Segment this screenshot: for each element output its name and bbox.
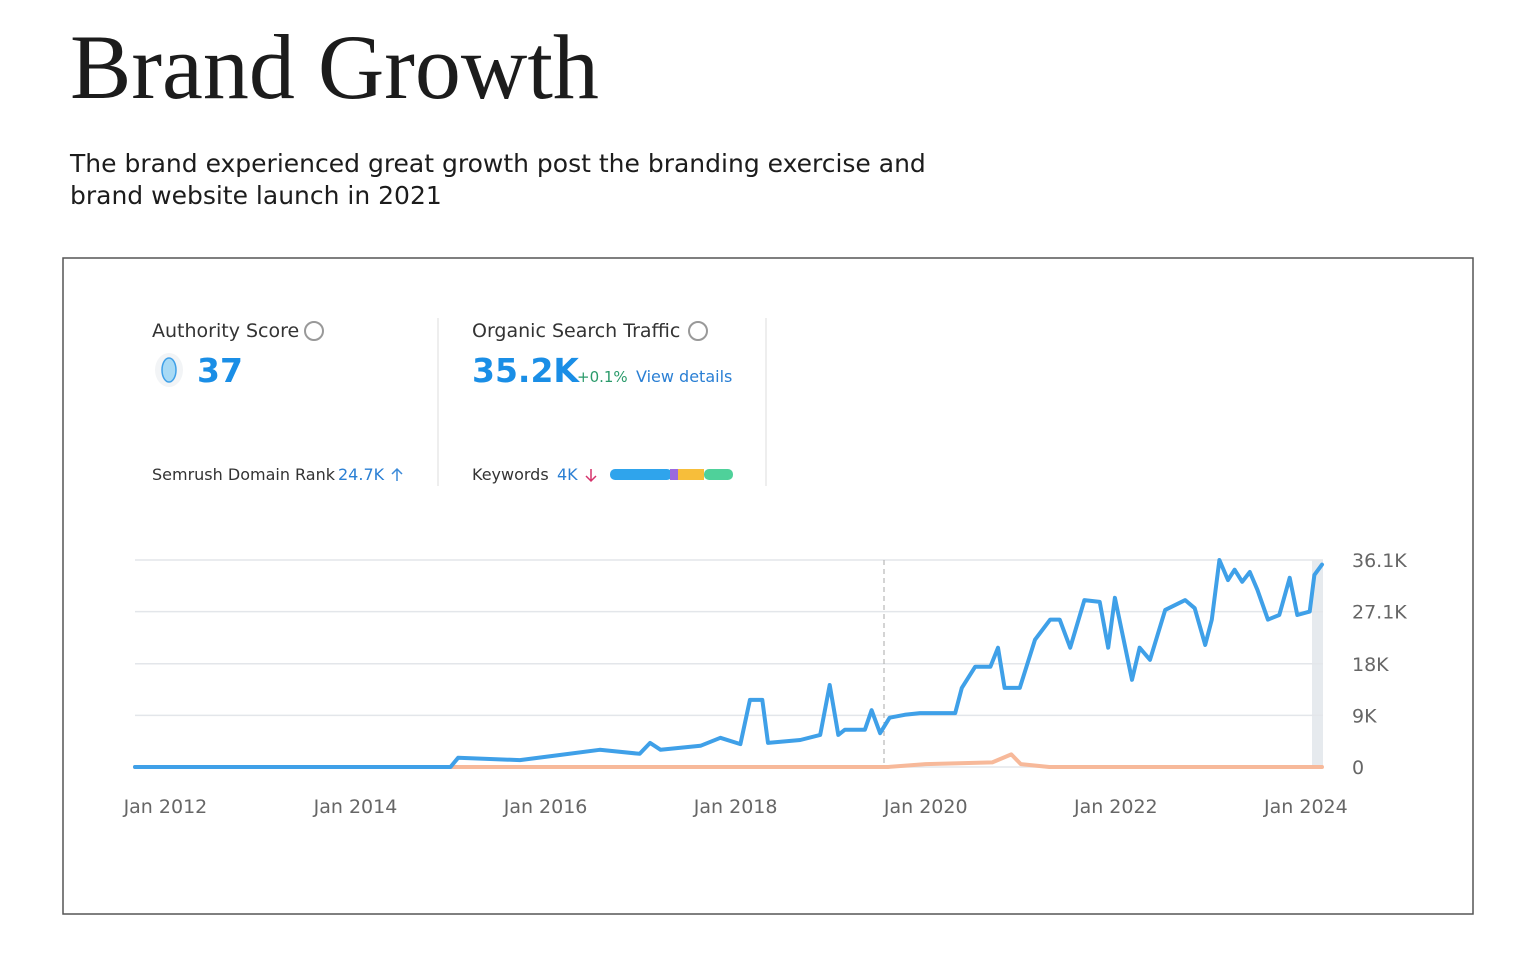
x-tick-label: Jan 2022 — [1073, 796, 1158, 818]
series-line — [133, 558, 1324, 769]
x-tick-label: Jan 2014 — [313, 796, 398, 818]
frame — [62, 257, 1474, 915]
authority-value: 37 — [197, 351, 243, 390]
up-arrow — [391, 467, 403, 481]
segment — [678, 469, 704, 480]
globe-icon — [304, 321, 324, 341]
authority-label: Authority Score — [152, 320, 299, 342]
y-tick-label: 0 — [1352, 757, 1364, 779]
x-tick-label: Jan 2020 — [883, 796, 968, 818]
subtitle: The brand experienced great growth post … — [70, 149, 926, 210]
view-details-link[interactable]: View details — [636, 367, 732, 386]
keywords-value: 4K — [557, 465, 578, 484]
globe-icon — [688, 321, 708, 341]
series-line — [133, 752, 1324, 769]
title: Brand Growth — [70, 16, 599, 118]
x-tick-label: Jan 2012 — [123, 796, 208, 818]
x-tick-label: Jan 2016 — [503, 796, 588, 818]
y-tick-label: 36.1K — [1352, 550, 1407, 572]
segment — [704, 469, 733, 480]
traffic-label: Organic Search Traffic — [472, 320, 680, 342]
segment — [670, 469, 678, 480]
traffic-value: 35.2K — [472, 351, 580, 390]
keywords-label: Keywords — [472, 465, 549, 484]
rank-label: Semrush Domain Rank — [152, 465, 336, 484]
y-tick-label: 18K — [1352, 654, 1389, 676]
x-tick-label: Jan 2024 — [1263, 796, 1348, 818]
down-arrow — [585, 469, 597, 483]
y-tick-label: 9K — [1352, 705, 1377, 727]
rank-value: 24.7K — [338, 465, 385, 484]
segment — [610, 469, 672, 480]
score-icon-inner — [161, 357, 177, 383]
y-tick-label: 27.1K — [1352, 602, 1407, 624]
x-tick-label: Jan 2018 — [693, 796, 778, 818]
keyword-distribution — [610, 469, 733, 480]
traffic-change: +0.1% — [577, 368, 628, 386]
